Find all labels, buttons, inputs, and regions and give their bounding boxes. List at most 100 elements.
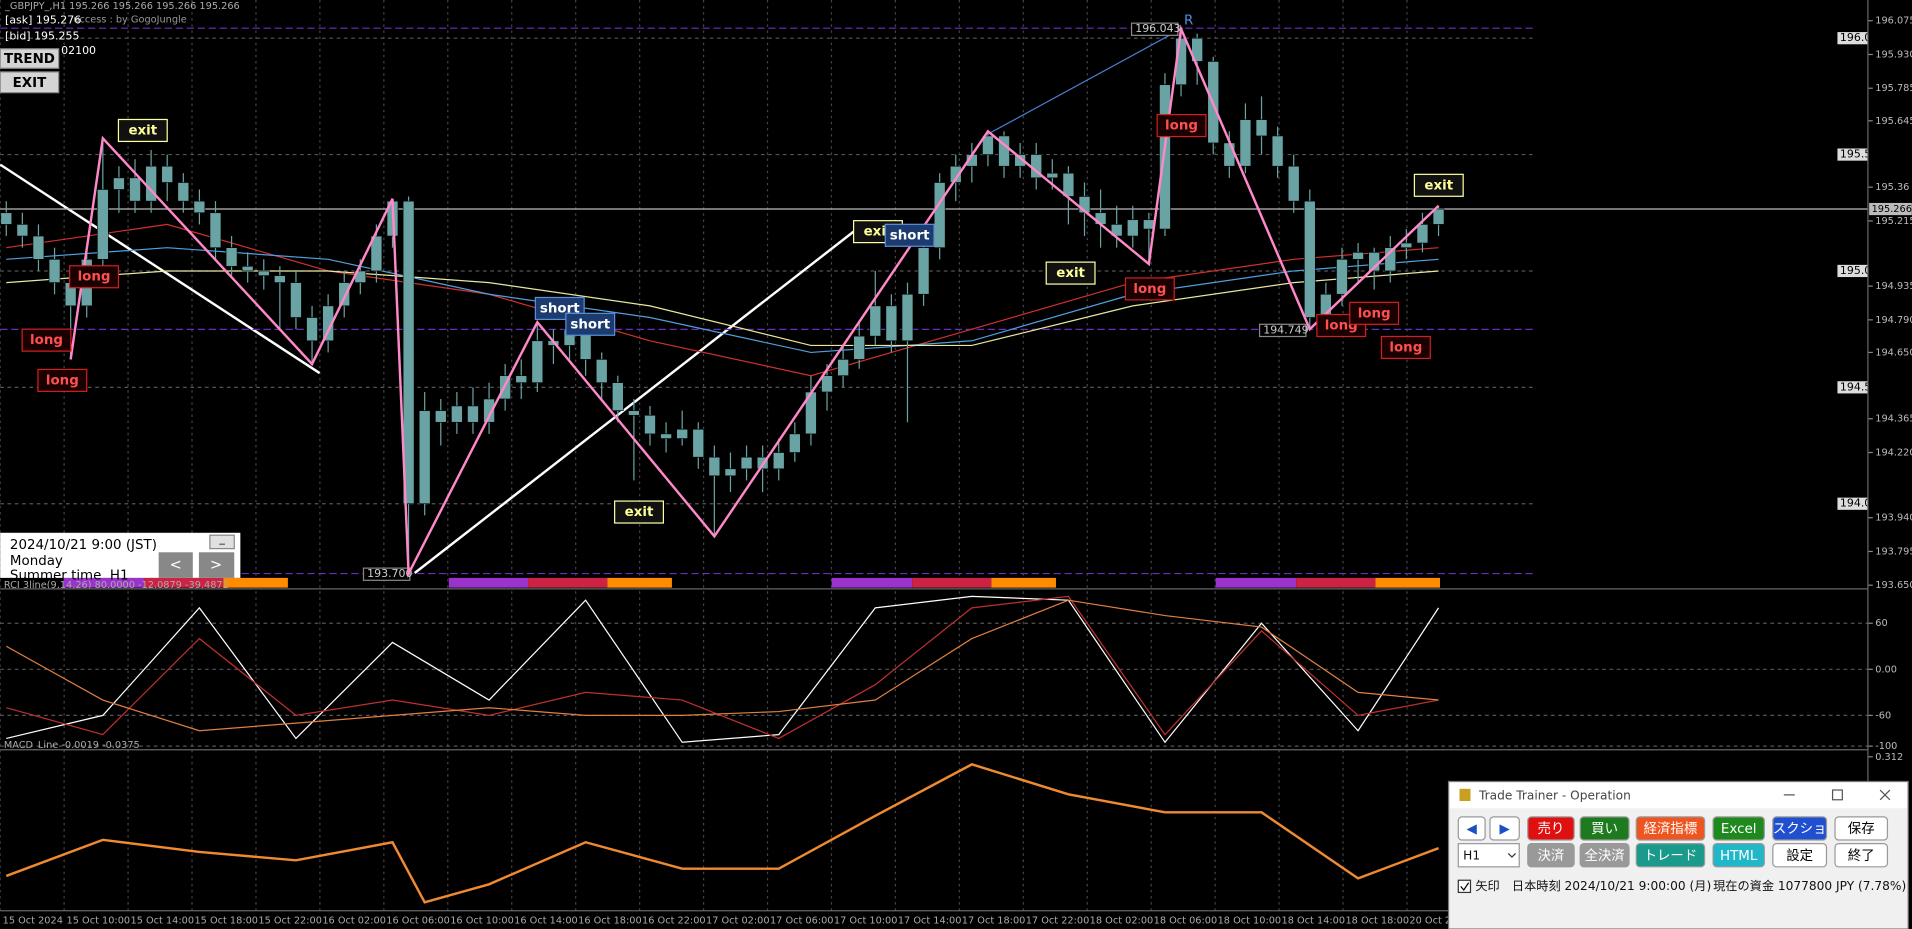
- bid: [bid] 195.255: [5, 30, 79, 43]
- candle-body: [370, 235, 383, 272]
- button-label[interactable]: 売り: [1538, 821, 1565, 837]
- candle-body: [1239, 119, 1252, 167]
- toolbar-button[interactable]: [1712, 816, 1765, 841]
- signal-box: [1124, 277, 1175, 301]
- y-tick-label: -100: [1875, 741, 1897, 752]
- toolbar-button[interactable]: [1712, 843, 1765, 868]
- toolbar-button[interactable]: [1579, 816, 1630, 841]
- x-tick-label: 17 Oct 02:00: [706, 915, 770, 926]
- button-label[interactable]: 終了: [1848, 848, 1875, 864]
- toolbar-button[interactable]: [1579, 843, 1630, 868]
- trade-window: Trade Trainer - Operation H1 矢印 日本時刻 202…: [1447, 780, 1909, 929]
- y-tick-label: -60: [1875, 710, 1891, 721]
- price-marker-label: 194.749: [1263, 323, 1308, 336]
- candle-body: [789, 433, 801, 453]
- button-label[interactable]: 保存: [1848, 821, 1875, 837]
- level-label: 196.0: [1840, 31, 1871, 44]
- exit-button[interactable]: EXIT: [0, 71, 60, 94]
- candle-body: [612, 382, 624, 411]
- candle-body: [853, 335, 865, 360]
- toolbar-button[interactable]: [1489, 816, 1520, 841]
- button-label[interactable]: ◀: [1467, 822, 1478, 837]
- y-tick-label: 194.220: [1875, 448, 1912, 459]
- button-label[interactable]: 経済指標: [1644, 821, 1698, 837]
- button-label[interactable]: <: [170, 557, 182, 574]
- toolbar-button[interactable]: [1772, 843, 1828, 868]
- button-label[interactable]: 買い: [1591, 822, 1618, 837]
- button-label[interactable]: ▶: [1499, 822, 1510, 837]
- minimize-button[interactable]: [209, 534, 235, 550]
- session-bar: [991, 577, 1056, 588]
- y-tick-label: 193.940: [1875, 513, 1912, 524]
- toolbar-button[interactable]: [1527, 843, 1575, 868]
- candle-body: [290, 282, 302, 318]
- x-tick-label: 16 Oct 10:00: [450, 915, 514, 926]
- x-tick-label: 18 Oct 10:00: [1218, 915, 1282, 926]
- candle-body: [1078, 196, 1091, 214]
- info-dst: Summer time: [10, 568, 101, 583]
- toolbar-button[interactable]: [1772, 816, 1828, 841]
- button-label[interactable]: EXIT: [13, 76, 47, 91]
- trend-button[interactable]: TREND: [0, 48, 60, 69]
- signal-label: short: [570, 317, 610, 332]
- toolbar-button[interactable]: [1834, 843, 1889, 868]
- x-tick-label: 17 Oct 14:00: [898, 915, 962, 926]
- checkbox[interactable]: [1457, 879, 1472, 894]
- button-label[interactable]: 全決済: [1584, 847, 1624, 864]
- level-box: [1837, 32, 1868, 45]
- button-label[interactable]: 設定: [1786, 848, 1813, 864]
- candle-body: [483, 398, 495, 423]
- y-tick-label: 194.935: [1875, 281, 1912, 292]
- button-label[interactable]: スクショ: [1773, 821, 1827, 837]
- title-bar: [1449, 782, 1907, 809]
- session-bar: [1215, 577, 1297, 588]
- signal-label: long: [1165, 119, 1198, 134]
- select-value[interactable]: H1: [1463, 848, 1480, 862]
- signal-box: [69, 265, 120, 289]
- candle-body: [1400, 242, 1413, 248]
- info-box: 2024/10/21 9:00 (JST) Monday Summer time…: [0, 532, 241, 583]
- level-label: 195.0: [1840, 264, 1871, 277]
- timeframe-select[interactable]: [1457, 843, 1520, 868]
- button-label[interactable]: _: [218, 532, 225, 545]
- toolbar-button[interactable]: [1635, 843, 1706, 868]
- signal-box: [614, 500, 665, 524]
- signal-box: [1380, 335, 1431, 360]
- level-label: 195.5: [1840, 148, 1871, 161]
- info-timeframe: H1: [110, 568, 129, 583]
- signal-label: short: [890, 228, 930, 243]
- maximize-icon[interactable]: [1831, 789, 1843, 801]
- button-label[interactable]: TREND: [4, 52, 55, 67]
- button-label[interactable]: トレード: [1644, 849, 1698, 864]
- candle-body: [676, 428, 688, 439]
- signal-box: [1413, 173, 1464, 197]
- candle-body: [1336, 259, 1348, 295]
- button-label[interactable]: HTML: [1720, 849, 1758, 864]
- x-tick-label: 16 Oct 14:00: [514, 915, 578, 926]
- x-tick-label: 16 Oct 02:00: [322, 915, 386, 926]
- y-tick-label: 195.36: [1875, 182, 1909, 193]
- close-icon[interactable]: [1879, 789, 1891, 801]
- button-label[interactable]: 決済: [1538, 848, 1565, 864]
- prev-button[interactable]: [158, 552, 193, 578]
- plot: 15 Oct 2024 15 Oct 10:00 15 Oct 14:00 15 Oc…: [0, 14, 1912, 926]
- toolbar-button[interactable]: [1834, 816, 1889, 841]
- candle-body: [998, 135, 1010, 167]
- candle-body: [402, 200, 415, 505]
- next-button[interactable]: [198, 552, 235, 578]
- candle-body: [1304, 200, 1316, 318]
- button-label[interactable]: Excel: [1721, 822, 1757, 837]
- toolbar-button[interactable]: [1527, 816, 1575, 841]
- signal-label: exit: [625, 505, 654, 520]
- y-tick-label: 194.650: [1875, 347, 1912, 358]
- x-tick-label: 20 Oct 22:00: [1409, 915, 1473, 926]
- toolbar-button[interactable]: [1457, 816, 1486, 841]
- signal-box: [884, 223, 935, 247]
- candle-body: [869, 305, 882, 337]
- button-label[interactable]: >: [210, 557, 222, 574]
- candle-body: [434, 410, 447, 423]
- toolbar-button[interactable]: [1635, 816, 1706, 841]
- level-label: 194.0: [1840, 497, 1871, 510]
- signal-box: [117, 118, 168, 143]
- app-icon: [1459, 788, 1471, 801]
